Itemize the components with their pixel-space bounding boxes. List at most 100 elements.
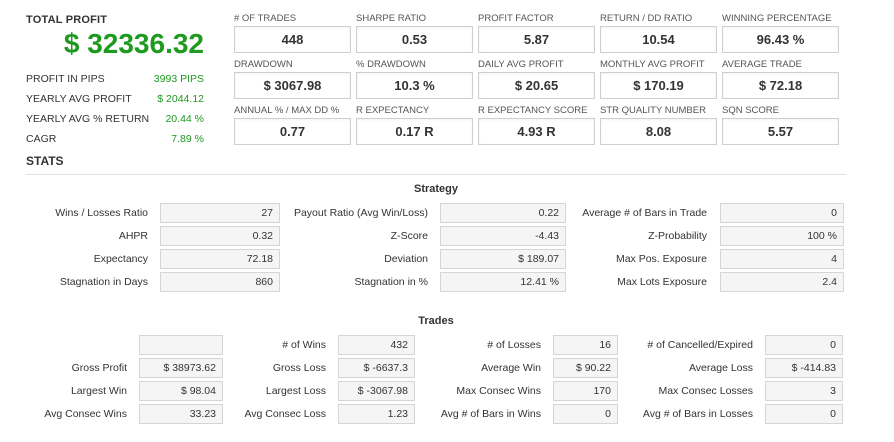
strategy-stat-label: AHPR (118, 230, 148, 242)
metric-value: 0.17 R (356, 118, 473, 145)
summary-row: YEARLY AVG % RETURN 20.44 % (26, 109, 204, 129)
trade-stat-value: $ 38973.62 (139, 358, 223, 378)
trade-stat-value: 1.23 (338, 404, 415, 424)
metric-label: SQN SCORE (722, 105, 780, 116)
summary-row-label: PROFIT IN PIPS (26, 73, 105, 85)
metric-value: $ 72.18 (722, 72, 839, 99)
strategy-stat-value: 0.22 (440, 203, 566, 223)
trade-stat-label: Largest Win (70, 385, 127, 397)
strategy-stat-label: Stagnation in Days (59, 276, 148, 288)
metric-card: % DRAWDOWN 10.3 % (356, 59, 473, 99)
trade-stat-value: 170 (553, 381, 618, 401)
trade-stat-value: 0 (765, 404, 843, 424)
trades-title: Trades (418, 315, 454, 327)
trade-stat-label: Avg # of Bars in Wins (440, 408, 541, 420)
summary-row-value: 7.89 % (171, 133, 204, 145)
metric-value: 96.43 % (722, 26, 839, 53)
metric-card: SQN SCORE 5.57 (722, 105, 839, 145)
metric-value: 5.57 (722, 118, 839, 145)
trade-stat-label (0, 335, 127, 355)
metric-value: 0.53 (356, 26, 473, 53)
trade-stat-value: 432 (338, 335, 415, 355)
metric-label: DAILY AVG PROFIT (478, 59, 564, 70)
trade-stat-label: Gross Profit (71, 362, 127, 374)
trade-stat-label: Max Consec Wins (456, 385, 541, 397)
metric-label: AVERAGE TRADE (722, 59, 802, 70)
trade-stat-value: $ 98.04 (139, 381, 223, 401)
trade-stat-value (139, 335, 223, 355)
trade-stat-label: # of Losses (487, 339, 541, 351)
metric-value: 5.87 (478, 26, 595, 53)
metric-label: SHARPE RATIO (356, 13, 427, 24)
metric-label: R EXPECTANCY SCORE (478, 105, 588, 116)
metric-card: RETURN / DD RATIO 10.54 (600, 13, 717, 53)
summary-row-value: 20.44 % (165, 113, 204, 125)
summary-row: PROFIT IN PIPS 3993 PIPS (26, 69, 204, 89)
metric-value: 448 (234, 26, 351, 53)
trade-stat-label: Average Loss (688, 362, 753, 374)
metric-label: STR QUALITY NUMBER (600, 105, 706, 116)
summary-row-value: 3993 PIPS (153, 73, 204, 85)
trade-stat-value: $ 90.22 (553, 358, 618, 378)
metric-card: MONTHLY AVG PROFIT $ 170.19 (600, 59, 717, 99)
strategy-stat-value: 12.41 % (440, 272, 566, 292)
summary-row-label: YEARLY AVG PROFIT (26, 93, 132, 105)
metric-label: R EXPECTANCY (356, 105, 430, 116)
metric-label: MONTHLY AVG PROFIT (600, 59, 705, 70)
metric-label: DRAWDOWN (234, 59, 293, 70)
trade-stat-value: $ -6637.3 (338, 358, 415, 378)
strategy-stat-label: Z-Probability (648, 230, 707, 242)
summary-row-label: CAGR (26, 133, 57, 145)
total-profit-summary: TOTAL PROFIT $ 32336.32 PROFIT IN PIPS 3… (26, 14, 204, 149)
strategy-stat-label: Max Lots Exposure (617, 276, 707, 288)
trade-stat-label: Max Consec Losses (658, 385, 753, 397)
trade-stat-value: $ -414.83 (765, 358, 843, 378)
strategy-stat-label: Average # of Bars in Trade (582, 207, 707, 219)
metric-label: ANNUAL % / MAX DD % (234, 105, 340, 116)
metric-value: 10.3 % (356, 72, 473, 99)
metric-card: AVERAGE TRADE $ 72.18 (722, 59, 839, 99)
trade-stat-label: Avg Consec Wins (44, 408, 127, 420)
summary-row: YEARLY AVG PROFIT $ 2044.12 (26, 89, 204, 109)
strategy-stat-value: 100 % (720, 226, 844, 246)
metric-label: % DRAWDOWN (356, 59, 426, 70)
metric-value: $ 20.65 (478, 72, 595, 99)
metric-label: WINNING PERCENTAGE (722, 13, 832, 24)
trade-stat-label: # of Wins (282, 339, 326, 351)
trade-stat-label: Avg Consec Loss (244, 408, 326, 420)
summary-row-value: $ 2044.12 (157, 93, 204, 105)
strategy-stat-value: 27 (160, 203, 280, 223)
metric-card: PROFIT FACTOR 5.87 (478, 13, 595, 53)
metric-card: ANNUAL % / MAX DD % 0.77 (234, 105, 351, 145)
strategy-stat-label: Expectancy (93, 253, 148, 265)
stats-title: STATS (26, 154, 64, 168)
metric-value: 10.54 (600, 26, 717, 53)
metric-card: WINNING PERCENTAGE 96.43 % (722, 13, 839, 53)
trade-stat-value: 3 (765, 381, 843, 401)
strategy-stat-value: -4.43 (440, 226, 566, 246)
metric-value: 0.77 (234, 118, 351, 145)
strategy-stat-label: Payout Ratio (Avg Win/Loss) (293, 207, 428, 219)
metric-card: DAILY AVG PROFIT $ 20.65 (478, 59, 595, 99)
stats-divider (26, 174, 846, 175)
trade-stat-value: 33.23 (139, 404, 223, 424)
metric-label: RETURN / DD RATIO (600, 13, 693, 24)
metric-card: STR QUALITY NUMBER 8.08 (600, 105, 717, 145)
trade-stat-label: Gross Loss (272, 362, 326, 374)
metric-card: R EXPECTANCY SCORE 4.93 R (478, 105, 595, 145)
metric-label: PROFIT FACTOR (478, 13, 554, 24)
trade-stat-label: Avg # of Bars in Losses (642, 408, 753, 420)
trade-stat-label: Largest Loss (265, 385, 326, 397)
trade-stat-value: 0 (765, 335, 843, 355)
trade-stat-value: 0 (553, 404, 618, 424)
strategy-stat-value: 0 (720, 203, 844, 223)
metric-value: 8.08 (600, 118, 717, 145)
strategy-stat-label: Z-Score (390, 230, 428, 242)
strategy-title: Strategy (413, 183, 459, 195)
metric-value: 4.93 R (478, 118, 595, 145)
metric-label: # OF TRADES (234, 13, 297, 24)
metric-card: # OF TRADES 448 (234, 13, 351, 53)
strategy-stat-label: Stagnation in % (354, 276, 428, 288)
summary-row-label: YEARLY AVG % RETURN (26, 113, 150, 125)
strategy-stat-value: 2.4 (720, 272, 844, 292)
